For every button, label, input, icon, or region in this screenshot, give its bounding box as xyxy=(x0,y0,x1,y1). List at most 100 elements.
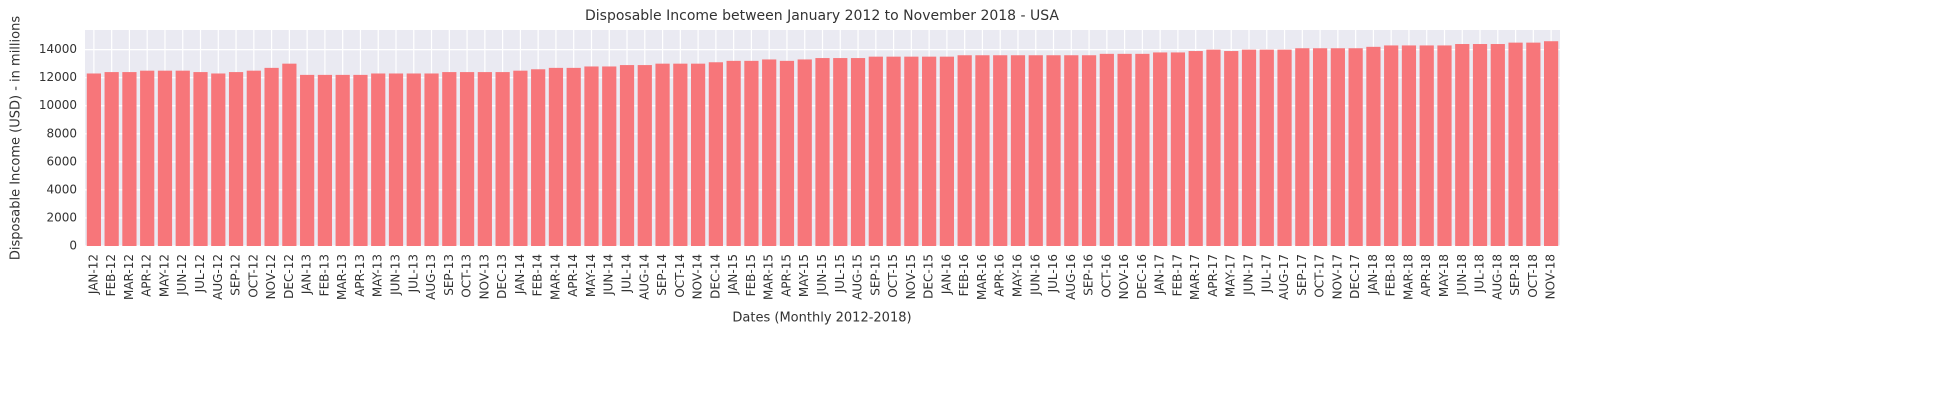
bar xyxy=(1241,49,1257,246)
x-tick-label: MAY-16 xyxy=(1010,254,1024,297)
bar xyxy=(797,59,812,246)
bar xyxy=(904,56,919,246)
bar xyxy=(655,63,670,246)
x-tick-label: NOV-18 xyxy=(1544,254,1558,299)
bar xyxy=(1117,53,1132,247)
x-tick-label: OCT-17 xyxy=(1313,254,1327,298)
x-tick-label: JUN-17 xyxy=(1242,254,1256,296)
bar xyxy=(424,73,439,246)
bar xyxy=(513,70,528,246)
x-tick-label: MAY-15 xyxy=(797,254,811,297)
x-tick-label: NOV-13 xyxy=(477,254,491,299)
x-tick-label: AUG-14 xyxy=(637,254,651,300)
x-tick-label: NOV-14 xyxy=(691,254,705,299)
x-tick-label: MAR-14 xyxy=(548,254,562,300)
bar xyxy=(1330,48,1345,246)
x-tick-label: DEC-16 xyxy=(1135,254,1149,299)
x-tick-label: SEP-17 xyxy=(1295,254,1309,296)
bar xyxy=(1384,45,1399,246)
bar xyxy=(619,65,635,246)
x-tick-label: JUN-18 xyxy=(1455,254,1469,296)
y-axis-label: Disposable Income (USD) - in millions xyxy=(9,16,24,260)
x-tick-label: OCT-14 xyxy=(673,254,687,298)
x-tick-label: FEB-15 xyxy=(744,254,758,296)
x-tick-label: APR-14 xyxy=(566,254,580,297)
x-tick-label: OCT-18 xyxy=(1526,254,1540,298)
bar xyxy=(566,67,581,246)
bar xyxy=(1312,48,1328,246)
x-tick-label: MAR-13 xyxy=(335,254,349,300)
x-tick-label: DEC-15 xyxy=(922,254,936,299)
x-tick-label: MAR-16 xyxy=(975,254,989,300)
x-tick-label: MAR-15 xyxy=(762,254,776,300)
x-tick-label: OCT-13 xyxy=(460,254,474,298)
bar xyxy=(371,73,386,246)
bar xyxy=(317,74,333,246)
x-tick-label: JUL-12 xyxy=(193,254,207,293)
bar xyxy=(353,74,368,246)
x-tick-label: SEP-14 xyxy=(655,254,669,296)
bar xyxy=(157,70,173,246)
bar xyxy=(868,56,883,246)
bar xyxy=(1028,55,1043,247)
x-tick-label: JAN-18 xyxy=(1366,254,1380,295)
bar xyxy=(1348,48,1363,246)
bar xyxy=(690,63,706,246)
x-tick-label: NOV-12 xyxy=(264,254,278,299)
bar xyxy=(1526,42,1541,246)
x-tick-label: APR-17 xyxy=(1206,254,1220,297)
x-tick-label: FEB-17 xyxy=(1170,254,1184,296)
bar xyxy=(1401,45,1417,246)
x-tick-label: JAN-14 xyxy=(513,254,527,295)
bar xyxy=(1188,51,1203,247)
bar xyxy=(442,72,457,247)
bar xyxy=(388,73,404,246)
bar xyxy=(1544,41,1559,246)
bar xyxy=(459,72,475,247)
bar xyxy=(335,74,350,246)
x-tick-label: MAY-12 xyxy=(157,254,171,297)
bar xyxy=(1206,49,1221,246)
x-tick-label: AUG-17 xyxy=(1277,254,1291,300)
x-tick-label: AUG-13 xyxy=(424,254,438,300)
bar xyxy=(104,72,119,247)
x-tick-label: JAN-15 xyxy=(726,254,740,295)
x-tick-label: AUG-18 xyxy=(1490,254,1504,300)
y-tick-label: 6000 xyxy=(46,154,77,168)
bar xyxy=(140,70,155,246)
bar xyxy=(1153,52,1168,246)
x-tick-label: NOV-16 xyxy=(1117,254,1131,299)
bar xyxy=(939,56,955,246)
x-tick-label: SEP-18 xyxy=(1508,254,1522,296)
y-tick-label: 0 xyxy=(69,239,77,253)
x-tick-label: JUN-14 xyxy=(602,254,616,296)
bar xyxy=(850,58,866,247)
x-tick-label: OCT-12 xyxy=(246,254,260,298)
y-tick-label: 2000 xyxy=(46,210,77,224)
bar xyxy=(211,73,226,246)
bar xyxy=(1064,55,1079,247)
x-tick-label: FEB-16 xyxy=(957,254,971,296)
x-tick-label: DEC-17 xyxy=(1348,254,1362,299)
x-tick-label: MAR-12 xyxy=(122,254,136,300)
x-tick-label: MAY-14 xyxy=(584,254,598,297)
bar xyxy=(1455,44,1470,247)
bar xyxy=(300,74,315,246)
bar xyxy=(477,72,492,247)
bar xyxy=(1010,55,1026,247)
bar xyxy=(1366,46,1381,246)
bar xyxy=(1081,55,1097,247)
x-tick-label: JAN-16 xyxy=(939,254,953,295)
bar xyxy=(957,55,972,247)
x-tick-label: SEP-15 xyxy=(868,254,882,296)
bar xyxy=(1224,51,1239,247)
bar xyxy=(762,59,777,246)
x-tick-label: APR-13 xyxy=(353,254,367,297)
bar xyxy=(779,60,795,246)
bar xyxy=(1135,53,1150,247)
bar xyxy=(531,69,546,246)
x-tick-label: MAY-13 xyxy=(371,254,385,297)
x-tick-label: JAN-12 xyxy=(86,254,100,295)
bar xyxy=(175,70,190,246)
